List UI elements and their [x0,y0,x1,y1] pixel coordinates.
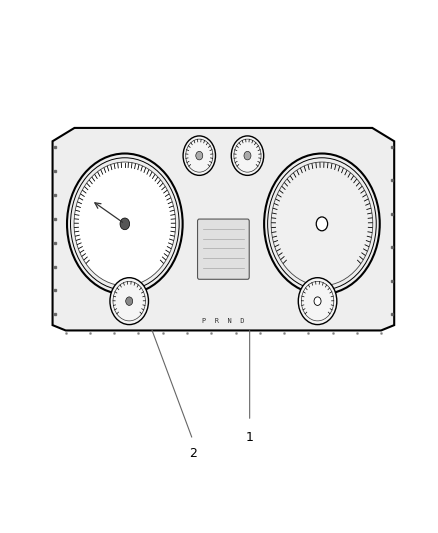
Text: P  R  N  D: P R N D [202,318,245,324]
FancyBboxPatch shape [198,219,249,279]
Circle shape [298,278,337,325]
Circle shape [244,151,251,160]
Circle shape [126,297,133,305]
Polygon shape [53,128,394,330]
Text: 1: 1 [246,431,254,443]
Circle shape [314,297,321,305]
Circle shape [120,218,130,230]
Circle shape [316,217,328,231]
Circle shape [271,162,373,286]
Circle shape [196,151,203,160]
Text: 2: 2 [189,447,197,459]
Circle shape [183,136,215,175]
Circle shape [231,136,264,175]
Circle shape [110,278,148,325]
Circle shape [74,162,176,286]
